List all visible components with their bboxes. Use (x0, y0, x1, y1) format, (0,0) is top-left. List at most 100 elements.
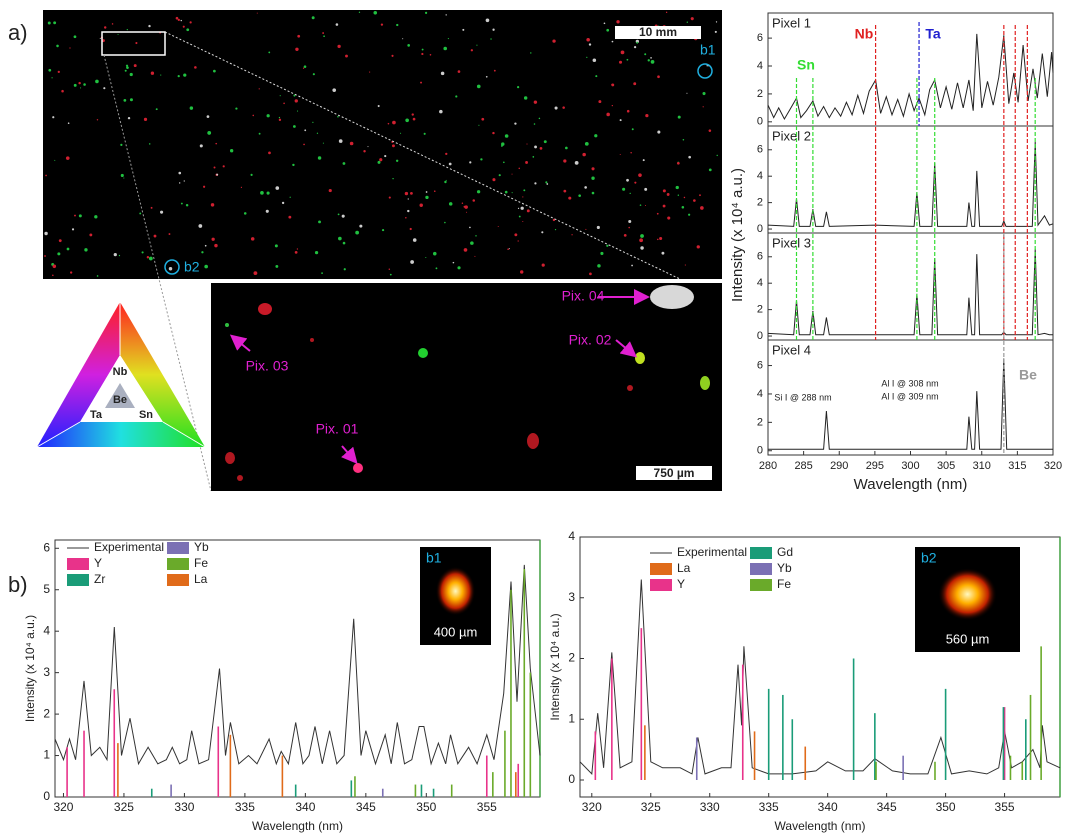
y-tick-label: 3 (43, 665, 50, 679)
map-dot (469, 161, 472, 164)
legend-label: Yb (777, 561, 792, 575)
map-dot (538, 117, 541, 120)
map-dot (410, 192, 413, 195)
b2-marker (164, 259, 180, 275)
map-dot (662, 204, 666, 208)
map-dot (523, 189, 526, 192)
x-tick-label: 350 (936, 800, 956, 814)
map-dot (667, 216, 671, 220)
x-tick-label: 350 (416, 800, 436, 814)
panel-title: Pixel 3 (772, 235, 811, 250)
map-dot (155, 108, 158, 111)
map-dots (44, 11, 718, 277)
map-dot (103, 87, 106, 90)
map-dot (546, 183, 549, 185)
map-dot (574, 160, 579, 165)
map-dot (222, 165, 225, 168)
map-dot (481, 117, 485, 121)
map-dot (369, 71, 371, 73)
map-dot (594, 134, 598, 138)
map-dot (203, 185, 206, 188)
y-tick-label: 2 (757, 197, 763, 209)
y-tick-label: 4 (568, 529, 575, 543)
map-dot (429, 54, 432, 56)
map-dot (275, 264, 279, 268)
zoom-guide (103, 54, 212, 492)
map-dot (645, 114, 649, 118)
map-dot (129, 72, 133, 77)
map-dot (493, 69, 496, 72)
map-dot (211, 237, 215, 241)
map-dot (143, 117, 148, 122)
map-dot (322, 32, 325, 34)
y-tick-label: 6 (43, 540, 50, 554)
x-tick-label: 295 (866, 460, 884, 472)
inset-scale: 560 µm (946, 631, 990, 646)
map-dot (514, 122, 517, 125)
map-dot (445, 14, 447, 16)
map-dot (380, 23, 384, 26)
map-dot (407, 198, 409, 200)
map-dot (634, 181, 637, 184)
map-dot (421, 48, 424, 51)
map-dot (432, 251, 437, 256)
pixel-arrow (615, 339, 638, 358)
map-dot (183, 180, 185, 182)
map-dot (706, 65, 708, 67)
map-dot (584, 141, 589, 146)
map-dot (520, 270, 524, 274)
map-dot (584, 186, 587, 189)
map-dot (716, 154, 718, 157)
map-dot (461, 202, 464, 204)
scale-bar (615, 26, 701, 39)
map-dot (554, 229, 557, 231)
zoom-image (211, 283, 722, 491)
map-dot (696, 245, 700, 249)
map-dot (444, 180, 447, 184)
map-dot (657, 130, 661, 134)
map-dot (258, 88, 260, 90)
map-dot (194, 66, 197, 69)
map-dot (124, 69, 127, 72)
map-dot (129, 98, 133, 102)
map-dot (204, 244, 207, 247)
map-dot (631, 264, 633, 267)
map-dot (563, 159, 567, 163)
map-dot (198, 224, 203, 228)
map-dot (522, 221, 524, 223)
x-axis-label: Wavelength (nm) (775, 819, 866, 833)
inset-label: b2 (921, 550, 937, 566)
x-tick-label: 305 (937, 460, 955, 472)
map-dot (466, 211, 468, 213)
map-dot (628, 226, 630, 229)
map-dot (337, 44, 341, 49)
y-tick-label: 0 (568, 772, 575, 786)
map-dot (589, 272, 592, 276)
map-dot (400, 132, 402, 134)
legend-swatch (67, 558, 89, 570)
map-dot (463, 248, 468, 252)
map-dot (715, 21, 718, 23)
map-dot (341, 214, 345, 218)
map-dot (387, 122, 390, 125)
map-dot (498, 174, 501, 177)
map-dot (303, 143, 305, 146)
map-dot (586, 37, 590, 42)
map-dot (633, 82, 637, 86)
map-dot (686, 92, 688, 94)
map-dot (210, 203, 215, 207)
map-dot (160, 210, 164, 214)
y-axis-label: Intensity (x 10⁴ a.u.) (548, 613, 562, 720)
map-dot (148, 24, 151, 28)
legend-label: Y (94, 556, 102, 570)
map-dot (73, 35, 77, 39)
map-dot (659, 236, 663, 241)
legend-label: Experimental (94, 540, 164, 554)
y-axis-label: Intensity (x 10⁴ a.u.) (23, 615, 37, 722)
map-dot (439, 109, 443, 114)
map-dot (492, 28, 495, 31)
x-tick-label: 355 (995, 800, 1015, 814)
map-dot (177, 75, 180, 78)
map-dot (631, 128, 634, 131)
map-dot (312, 121, 314, 123)
